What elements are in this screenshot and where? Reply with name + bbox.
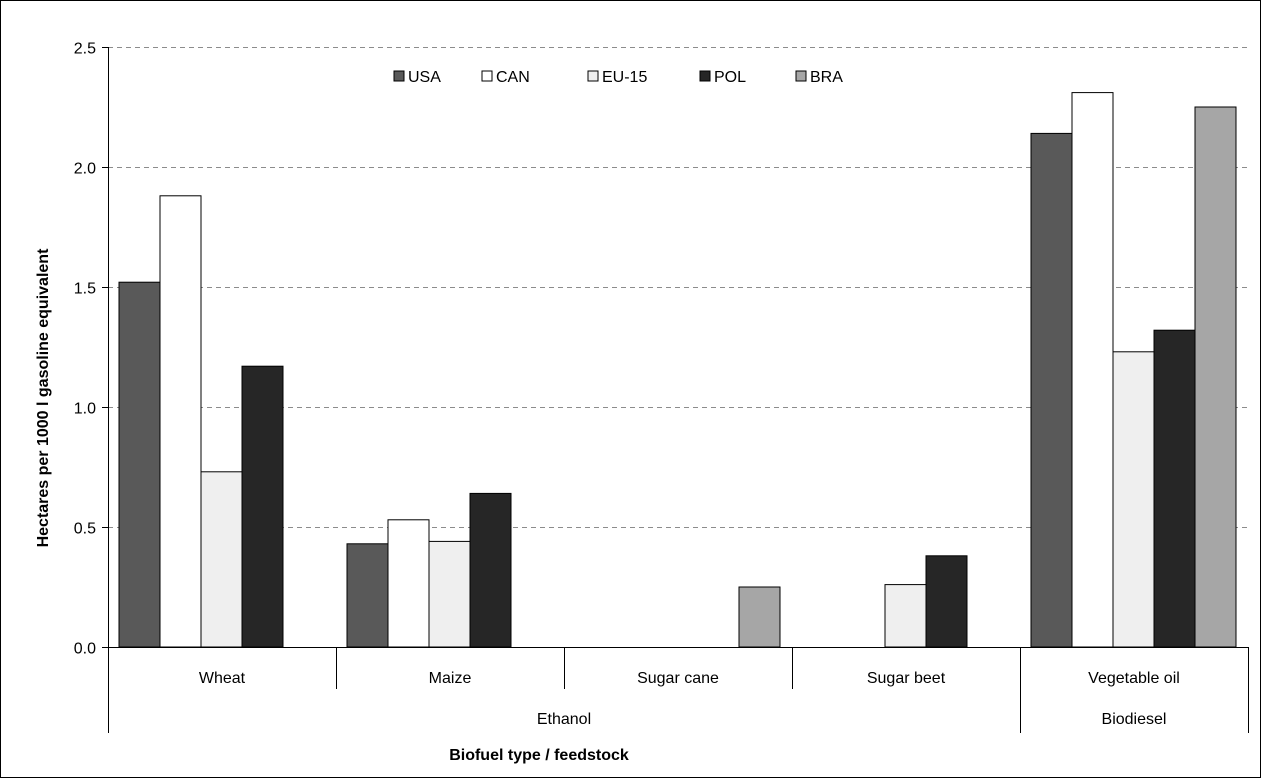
bar [1071, 92, 1114, 648]
y-tick-label: 1.5 [74, 281, 96, 298]
bar [346, 543, 389, 648]
legend-label: POL [714, 69, 746, 86]
legend-label: BRA [810, 69, 843, 86]
legend-swatch [587, 70, 599, 82]
legend-label: USA [408, 69, 441, 86]
legend-swatch [699, 70, 711, 82]
bar [387, 519, 430, 648]
axis-labels: 0.0 0.5 1.0 1.5 2.0 2.5 Wheat Maize Sugar cane Su… [35, 41, 1180, 765]
bar [1153, 329, 1196, 648]
x-category-label: Wheat [199, 670, 246, 687]
y-tick-label: 1.0 [74, 401, 96, 418]
bar [118, 281, 161, 648]
x-axis-title: Biofuel type / feedstock [449, 747, 629, 764]
legend: USA CAN EU-15 POL BRA [393, 69, 843, 86]
y-axis-title: Hectares per 1000 l gasoline equivalent [35, 248, 52, 547]
y-tick-label: 2.0 [74, 161, 96, 178]
legend-label: CAN [496, 69, 530, 86]
legend-label: EU-15 [602, 69, 647, 86]
y-tick-label: 0.5 [74, 521, 96, 538]
bar [884, 584, 927, 648]
x-category-label: Vegetable oil [1088, 670, 1180, 687]
bar [925, 555, 968, 648]
bar [428, 540, 471, 648]
bar [200, 471, 243, 648]
bars [118, 92, 1237, 648]
bar [241, 365, 284, 648]
bar [1030, 132, 1073, 648]
axes [102, 47, 1249, 733]
bar [1194, 106, 1237, 648]
x-category-label: Maize [429, 670, 472, 687]
x-category-label: Sugar beet [867, 670, 946, 687]
y-tick-label: 0.0 [74, 641, 96, 658]
bar [159, 195, 202, 648]
bar [738, 586, 781, 648]
legend-swatch [795, 70, 807, 82]
x-category-label: Sugar cane [637, 670, 719, 687]
bar [469, 492, 512, 648]
x-group-label: Ethanol [537, 711, 591, 728]
legend-swatch [481, 70, 493, 82]
bar [1112, 351, 1155, 648]
legend-swatch [393, 70, 405, 82]
y-tick-label: 2.5 [74, 41, 96, 58]
x-group-label: Biodiesel [1102, 711, 1167, 728]
